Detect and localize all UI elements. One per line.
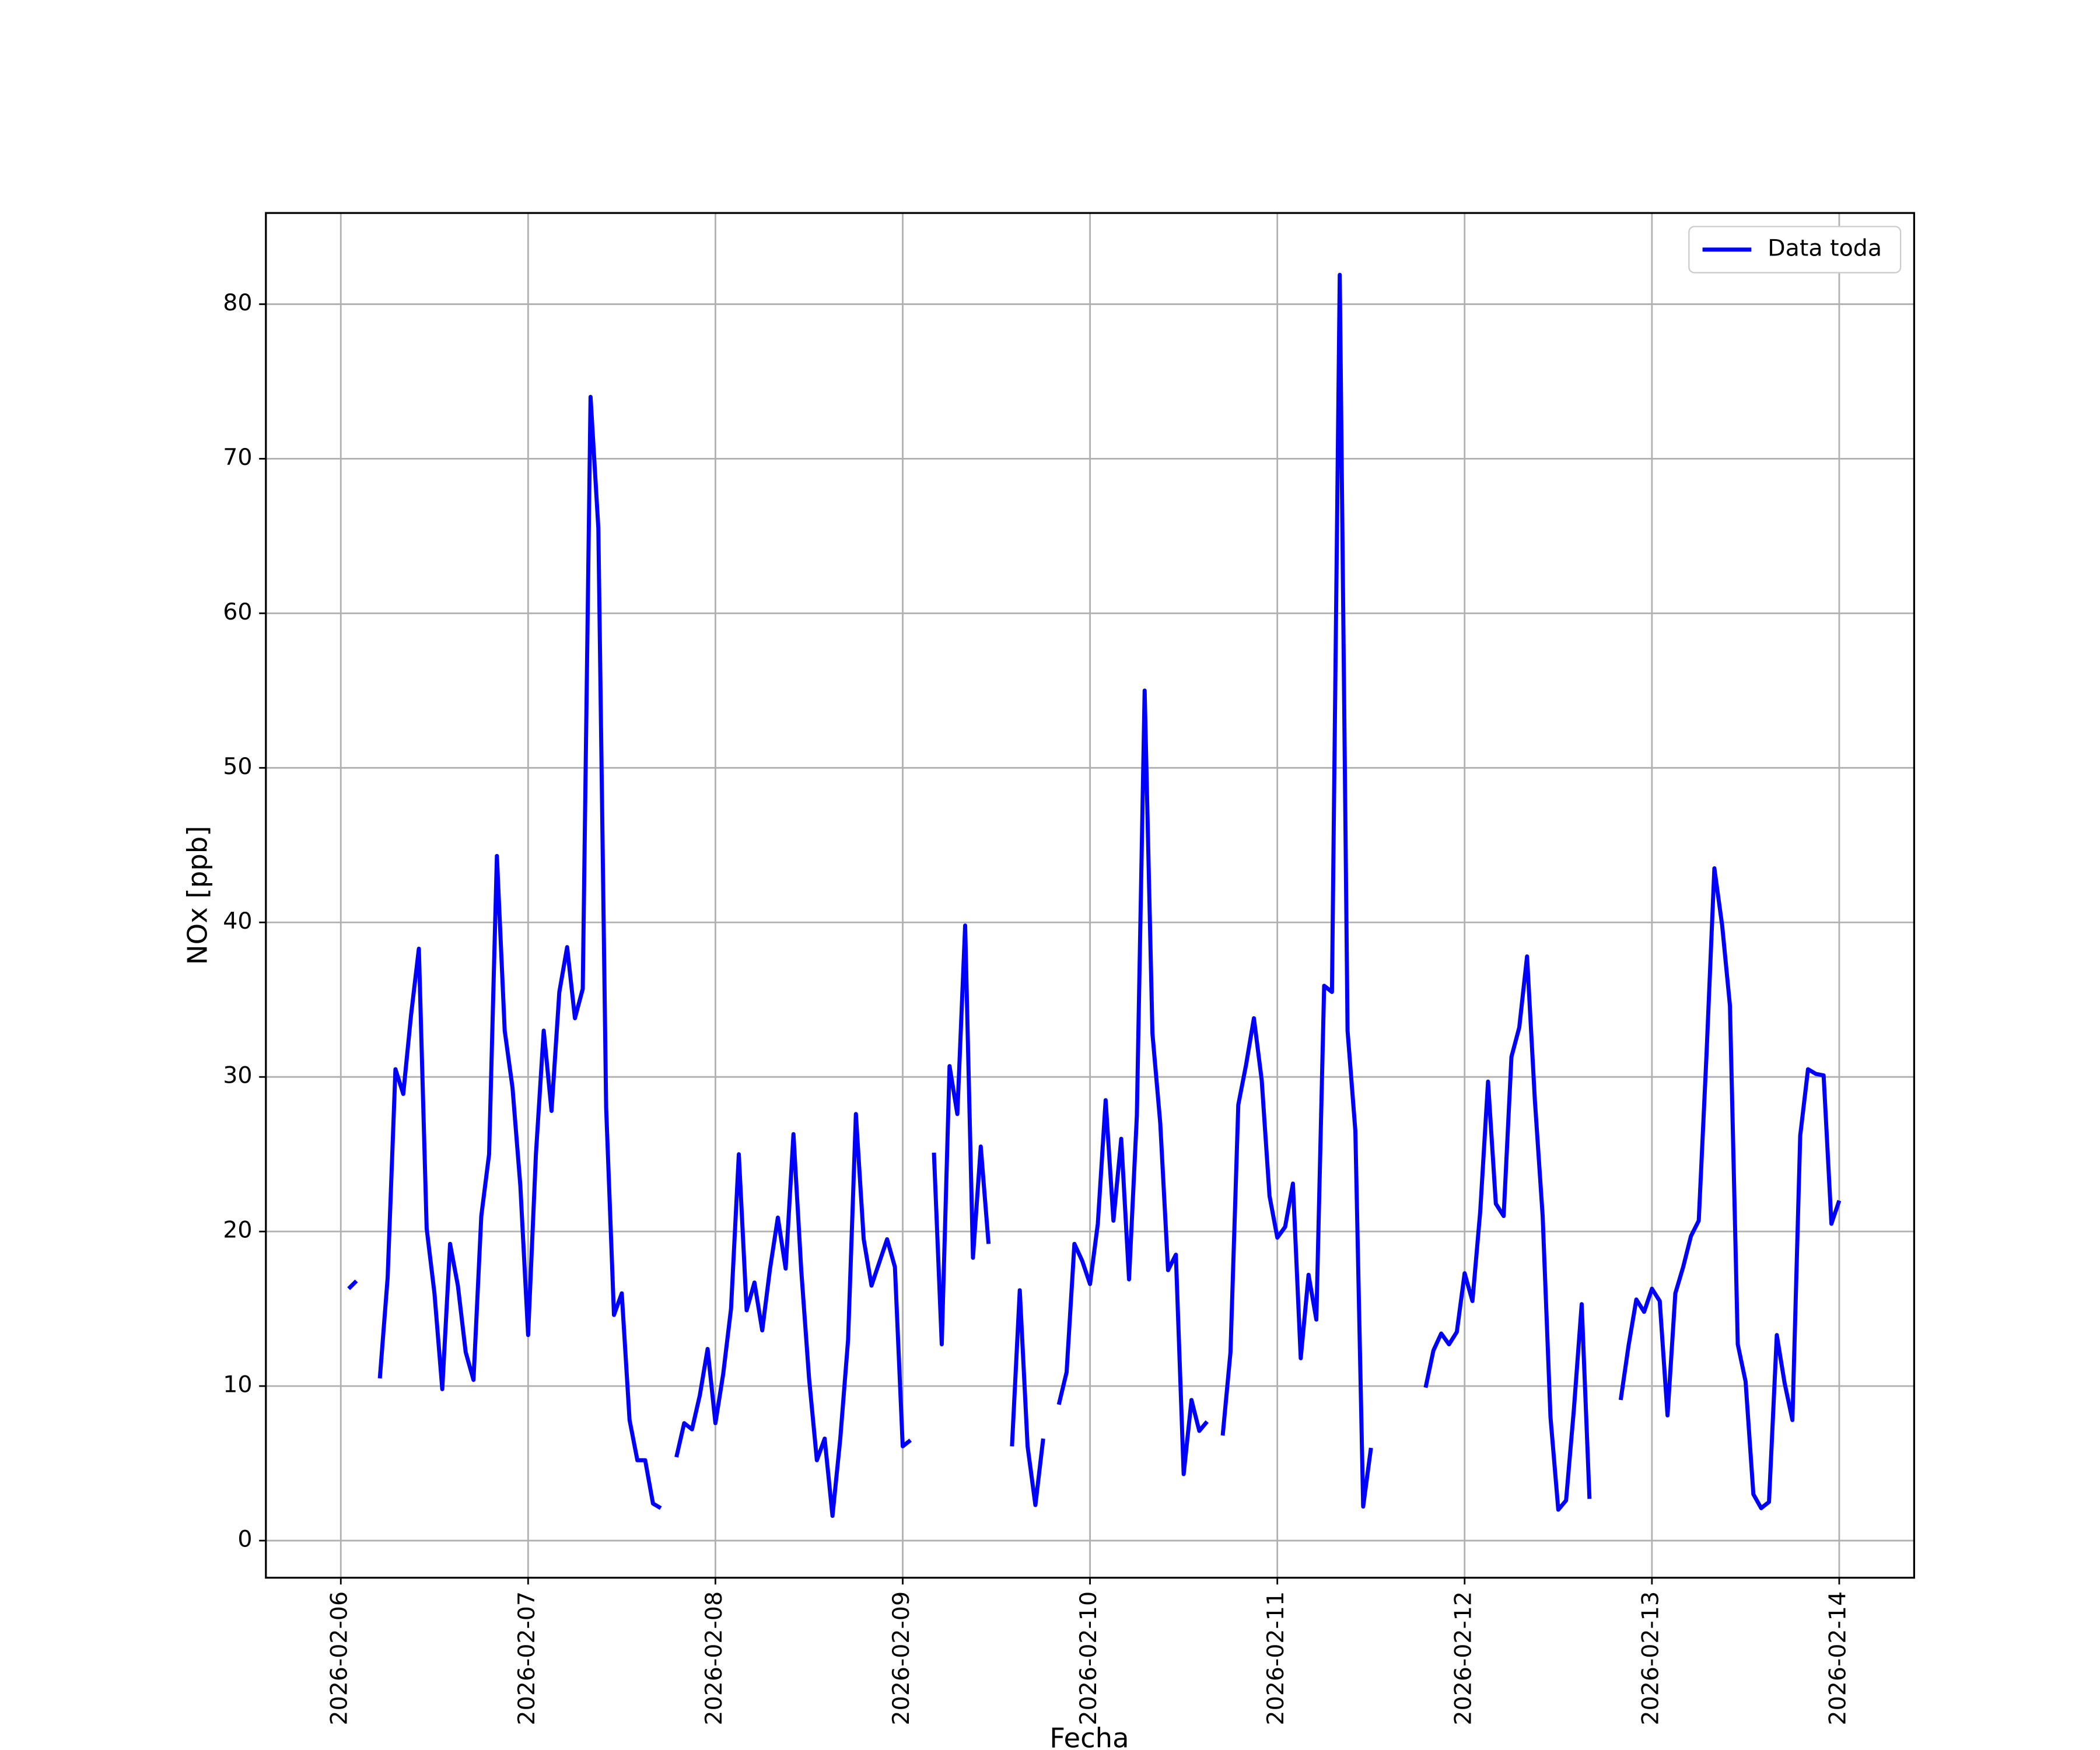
data-line — [347, 272, 1842, 1518]
y-tick-label: 60 — [223, 598, 252, 625]
y-tick-label: 30 — [223, 1062, 252, 1089]
y-axis-label: NOx [ppb] — [181, 826, 213, 965]
x-tick-label: 2026-02-12 — [1450, 1591, 1476, 1726]
x-axis-label: Fecha — [1049, 1722, 1129, 1750]
y-tick-label: 10 — [223, 1371, 252, 1398]
y-tick-label: 40 — [223, 908, 252, 935]
y-tick-label: 0 — [237, 1526, 252, 1553]
y-tick-label: 80 — [223, 289, 252, 316]
x-tick-label: 2026-02-14 — [1824, 1591, 1851, 1726]
x-tick-label: 2026-02-11 — [1262, 1591, 1289, 1726]
x-tick-label: 2026-02-13 — [1637, 1591, 1664, 1726]
y-tick-label: 50 — [223, 753, 252, 780]
x-tick-label: 2026-02-07 — [513, 1591, 540, 1726]
legend-label: Data toda — [1768, 235, 1882, 261]
y-tick-label: 70 — [223, 444, 252, 471]
plot-frame — [265, 212, 1916, 1579]
x-tick-label: 2026-02-08 — [701, 1591, 727, 1726]
x-tick-label: 2026-02-10 — [1075, 1591, 1102, 1726]
x-tick-label: 2026-02-06 — [326, 1591, 353, 1726]
y-tick-label: 20 — [223, 1217, 252, 1244]
x-tick-label: 2026-02-09 — [888, 1591, 915, 1726]
legend-box — [1688, 226, 1902, 274]
